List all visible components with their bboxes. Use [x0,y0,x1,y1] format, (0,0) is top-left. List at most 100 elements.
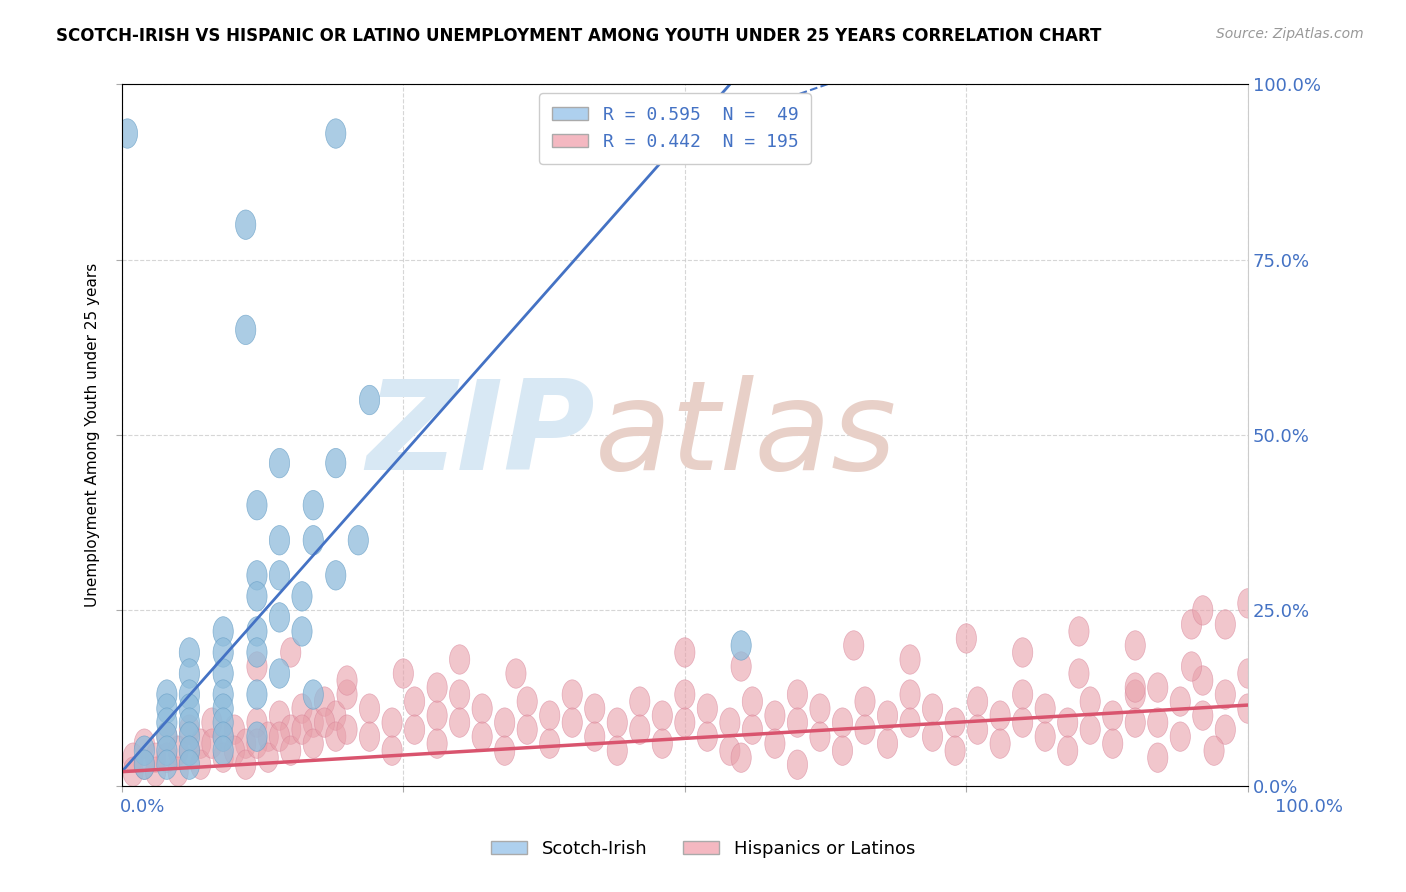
Ellipse shape [731,631,751,660]
Ellipse shape [202,729,222,758]
Ellipse shape [765,701,785,731]
Ellipse shape [427,673,447,702]
Text: 100.0%: 100.0% [1275,798,1343,816]
Legend: R = 0.595  N =  49, R = 0.442  N = 195: R = 0.595 N = 49, R = 0.442 N = 195 [540,94,811,164]
Ellipse shape [394,659,413,689]
Ellipse shape [922,694,942,723]
Ellipse shape [922,722,942,751]
Ellipse shape [270,701,290,731]
Ellipse shape [731,652,751,681]
Ellipse shape [382,708,402,738]
Ellipse shape [145,757,166,787]
Ellipse shape [1147,708,1168,738]
Ellipse shape [1012,680,1033,709]
Ellipse shape [214,680,233,709]
Text: Source: ZipAtlas.com: Source: ZipAtlas.com [1216,27,1364,41]
Ellipse shape [292,714,312,744]
Ellipse shape [270,659,290,689]
Ellipse shape [855,714,875,744]
Ellipse shape [179,659,200,689]
Ellipse shape [945,708,965,738]
Ellipse shape [1069,616,1090,646]
Ellipse shape [337,714,357,744]
Ellipse shape [179,722,200,751]
Ellipse shape [844,631,863,660]
Ellipse shape [315,687,335,716]
Ellipse shape [742,687,762,716]
Ellipse shape [1125,673,1146,702]
Ellipse shape [675,708,695,738]
Ellipse shape [877,729,897,758]
Ellipse shape [787,708,807,738]
Ellipse shape [214,616,233,646]
Ellipse shape [270,449,290,478]
Ellipse shape [156,743,177,772]
Ellipse shape [517,687,537,716]
Ellipse shape [405,687,425,716]
Ellipse shape [214,736,233,765]
Ellipse shape [247,638,267,667]
Ellipse shape [292,582,312,611]
Ellipse shape [236,750,256,780]
Ellipse shape [122,757,143,787]
Ellipse shape [675,680,695,709]
Ellipse shape [214,722,233,751]
Ellipse shape [167,757,188,787]
Text: 0.0%: 0.0% [120,798,165,816]
Ellipse shape [156,722,177,751]
Ellipse shape [236,315,256,344]
Ellipse shape [1057,708,1078,738]
Ellipse shape [675,638,695,667]
Ellipse shape [191,750,211,780]
Ellipse shape [585,722,605,751]
Ellipse shape [1192,701,1213,731]
Ellipse shape [731,743,751,772]
Ellipse shape [304,708,323,738]
Ellipse shape [270,603,290,632]
Ellipse shape [382,736,402,765]
Ellipse shape [326,560,346,591]
Ellipse shape [1215,680,1236,709]
Ellipse shape [877,701,897,731]
Ellipse shape [900,680,920,709]
Ellipse shape [117,119,138,148]
Ellipse shape [1170,722,1191,751]
Ellipse shape [360,385,380,415]
Ellipse shape [832,708,852,738]
Ellipse shape [1215,610,1236,640]
Legend: Scotch-Irish, Hispanics or Latinos: Scotch-Irish, Hispanics or Latinos [484,833,922,865]
Ellipse shape [427,701,447,731]
Ellipse shape [236,729,256,758]
Ellipse shape [900,645,920,674]
Ellipse shape [540,729,560,758]
Ellipse shape [1192,596,1213,625]
Ellipse shape [652,729,672,758]
Ellipse shape [214,722,233,751]
Ellipse shape [1035,694,1056,723]
Ellipse shape [956,624,977,653]
Ellipse shape [1080,714,1101,744]
Ellipse shape [562,680,582,709]
Ellipse shape [832,736,852,765]
Ellipse shape [156,722,177,751]
Ellipse shape [304,729,323,758]
Ellipse shape [145,743,166,772]
Ellipse shape [247,560,267,591]
Ellipse shape [134,736,155,765]
Ellipse shape [134,729,155,758]
Ellipse shape [697,722,717,751]
Ellipse shape [630,714,650,744]
Ellipse shape [134,750,155,780]
Ellipse shape [450,708,470,738]
Ellipse shape [1237,589,1258,618]
Ellipse shape [214,708,233,738]
Ellipse shape [191,729,211,758]
Ellipse shape [1192,665,1213,695]
Ellipse shape [1125,680,1146,709]
Ellipse shape [247,708,267,738]
Ellipse shape [967,714,988,744]
Ellipse shape [427,729,447,758]
Ellipse shape [585,694,605,723]
Ellipse shape [787,680,807,709]
Ellipse shape [1102,729,1123,758]
